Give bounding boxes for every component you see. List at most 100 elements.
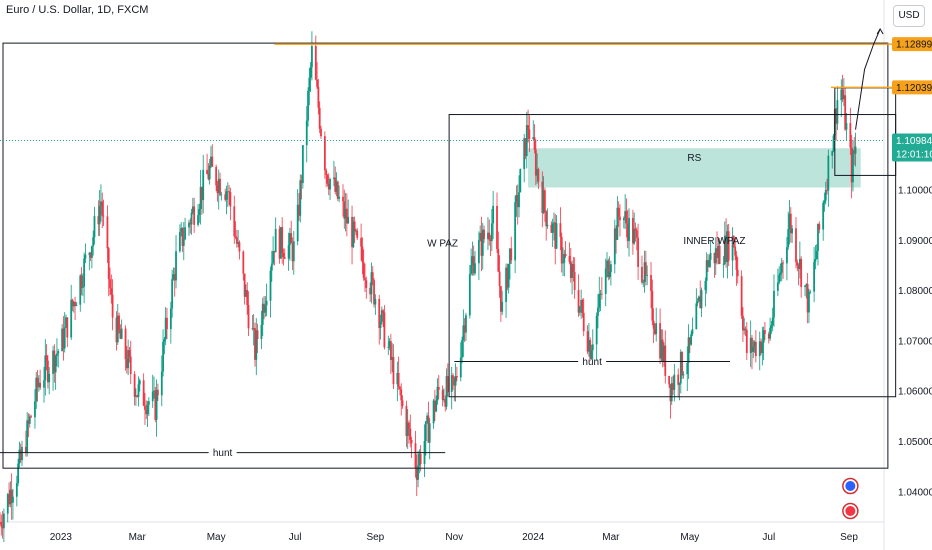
candle-body: [532, 137, 535, 139]
candle-body: [56, 353, 58, 357]
candle-body: [651, 290, 654, 321]
candle-body: [157, 389, 159, 396]
candle-body: [70, 299, 73, 338]
candle-body: [796, 262, 799, 266]
candle-body: [773, 290, 775, 318]
candle-body: [255, 330, 258, 360]
candle-body: [81, 286, 84, 288]
candle-body: [164, 317, 167, 340]
candle-body: [410, 439, 413, 444]
candle-body: [841, 89, 844, 100]
candle-body: [9, 489, 12, 505]
candle-body: [201, 186, 203, 201]
candle-body: [479, 232, 482, 241]
candle-body: [527, 125, 529, 130]
candle-body: [808, 291, 810, 313]
candle-body: [836, 100, 839, 124]
candle-body: [454, 375, 457, 386]
candle-body: [718, 245, 721, 264]
candle-body: [191, 206, 194, 213]
candle-body: [470, 265, 473, 275]
candle-body: [582, 312, 585, 332]
candle-body: [569, 262, 572, 278]
candle-body: [628, 217, 630, 242]
candle-body: [247, 305, 250, 329]
candle-body: [468, 274, 471, 316]
candle-body: [46, 360, 49, 383]
candle-body: [388, 341, 391, 347]
candle-body: [193, 206, 196, 225]
candle-body: [208, 165, 211, 180]
candle-body: [553, 222, 555, 224]
candle-body: [853, 150, 856, 154]
candle-body: [21, 446, 23, 461]
candle-body: [471, 256, 474, 266]
candle-body: [659, 323, 661, 359]
candle-body: [731, 236, 734, 261]
candle-body: [48, 373, 51, 383]
candle-body: [72, 302, 75, 307]
candle-body: [135, 395, 137, 397]
y-tick-label: 1.10000: [898, 186, 932, 197]
candle-body: [355, 230, 357, 232]
candle-body: [74, 302, 76, 307]
candle-body: [698, 296, 700, 302]
candle-body: [326, 175, 329, 184]
candle-body: [580, 299, 583, 307]
candle-body: [696, 301, 699, 304]
candle-body: [534, 149, 537, 176]
candle-body: [786, 247, 788, 264]
projection-path: [855, 28, 881, 130]
candle-body: [245, 289, 247, 297]
candle-body: [264, 305, 267, 313]
candle-body: [588, 340, 590, 352]
candle-body: [625, 211, 628, 224]
candle-body: [735, 255, 738, 270]
candle-body: [269, 270, 272, 301]
wpaz-box: [448, 114, 897, 398]
currency-button[interactable]: USD: [893, 5, 925, 27]
candle-body: [378, 298, 381, 329]
candle-body: [496, 205, 498, 249]
candle-body: [160, 371, 163, 396]
y-tick-label: 1.09000: [898, 236, 932, 247]
x-tick-label: 2024: [522, 532, 545, 543]
candle-body: [805, 284, 808, 286]
candle-body: [369, 287, 372, 295]
candle-body: [400, 389, 403, 401]
candle-body: [37, 382, 40, 388]
candle-body: [17, 463, 20, 484]
current-price-tag: [892, 133, 932, 162]
candle-body: [171, 279, 174, 309]
candle-body: [26, 420, 29, 453]
candle-body: [572, 264, 575, 272]
candle-body: [202, 169, 205, 201]
candle-body: [571, 264, 573, 278]
candle-body: [28, 416, 31, 424]
candle-body: [441, 389, 444, 400]
candle-body: [624, 211, 627, 219]
candle-body: [795, 228, 797, 263]
candle-body: [34, 401, 36, 418]
candle-body: [708, 259, 711, 267]
candle-body: [487, 232, 489, 240]
candle-body: [622, 218, 625, 221]
wpaz-label: W PAZ: [427, 238, 458, 249]
candle-body: [219, 178, 221, 195]
candle-body: [254, 328, 256, 360]
candle-body: [235, 237, 238, 244]
candle-body: [782, 262, 784, 264]
candle-body: [298, 204, 300, 216]
candle-body: [507, 263, 510, 288]
candle-body: [382, 310, 385, 313]
candle-body: [53, 350, 56, 373]
candle-body: [8, 494, 10, 505]
candle-body: [0, 522, 3, 527]
candle-body: [555, 223, 558, 249]
candle-body: [578, 306, 581, 313]
candle-body: [287, 245, 290, 259]
candle-body: [133, 374, 136, 397]
candle-body: [740, 276, 743, 316]
candle-body: [100, 201, 102, 206]
